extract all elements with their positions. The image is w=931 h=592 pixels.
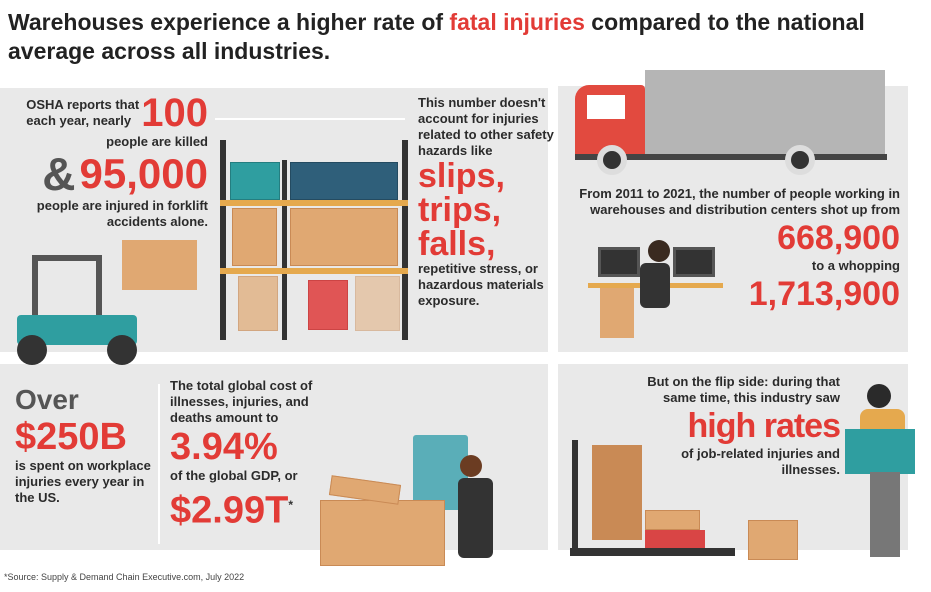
over-label: Over	[15, 384, 79, 415]
flip-outro: of job-related injuries and illnesses.	[681, 446, 840, 477]
flip-text-block: But on the flip side: during that same t…	[630, 374, 841, 478]
forklift-illustration	[12, 240, 197, 365]
injured-text: people are injured in forklift accidents…	[36, 198, 208, 229]
workers-from-number: 668,900	[777, 219, 900, 257]
worker-carrying-box-illustration	[845, 384, 920, 564]
forklift-text: OSHA reports that each year, nearly 100 …	[8, 92, 208, 230]
cost-us-text-block: Over $250B is spent on workplace injurie…	[15, 384, 155, 506]
hazards-outro: repetitive stress, or hazardous material…	[418, 261, 544, 308]
cost-global-percent: 3.94%	[170, 426, 278, 468]
arrow-up-icon	[158, 384, 160, 544]
cost-global-intro: The total global cost of illnesses, inju…	[170, 378, 313, 425]
truck-illustration	[575, 70, 887, 180]
killed-number: 100	[141, 91, 208, 135]
page-title: Warehouses experience a higher rate of f…	[8, 9, 865, 64]
hazards-text: This number doesn't account for injuries…	[418, 95, 556, 309]
hazard-trips: trips,	[418, 191, 502, 229]
forklift-intro: OSHA reports that each year, nearly	[26, 97, 140, 128]
workers-middle: to a whopping	[811, 258, 900, 273]
cost-global-amount: $2.99T*	[170, 489, 293, 532]
shelf-illustration	[220, 140, 410, 345]
worker-boxes-illustration	[320, 430, 535, 570]
cost-global-text-block: The total global cost of illnesses, inju…	[170, 378, 320, 532]
flip-big: high rates	[687, 407, 841, 445]
cost-us-amount: $250B	[15, 416, 127, 458]
pallet-jack-illustration	[570, 440, 810, 570]
source-note: *Source: Supply & Demand Chain Executive…	[4, 572, 245, 582]
cost-global-middle: of the global GDP, or	[170, 468, 298, 483]
office-worker-illustration	[588, 235, 723, 343]
workers-to-number: 1,713,900	[748, 275, 900, 313]
hazard-slips: slips,	[418, 157, 505, 195]
cost-us-text: is spent on workplace injuries every yea…	[15, 458, 151, 505]
killed-text: people are killed	[106, 134, 208, 149]
hazards-intro: This number doesn't account for injuries…	[418, 95, 554, 158]
ampersand: &	[42, 148, 76, 200]
hazard-falls: falls,	[418, 225, 496, 263]
workers-text: From 2011 to 2021, the number of people …	[562, 186, 900, 314]
workers-intro: From 2011 to 2021, the number of people …	[579, 186, 900, 217]
injured-number: 95,000	[79, 150, 208, 197]
arrow-right-icon	[215, 118, 405, 120]
flip-intro: But on the flip side: during that same t…	[647, 374, 840, 405]
